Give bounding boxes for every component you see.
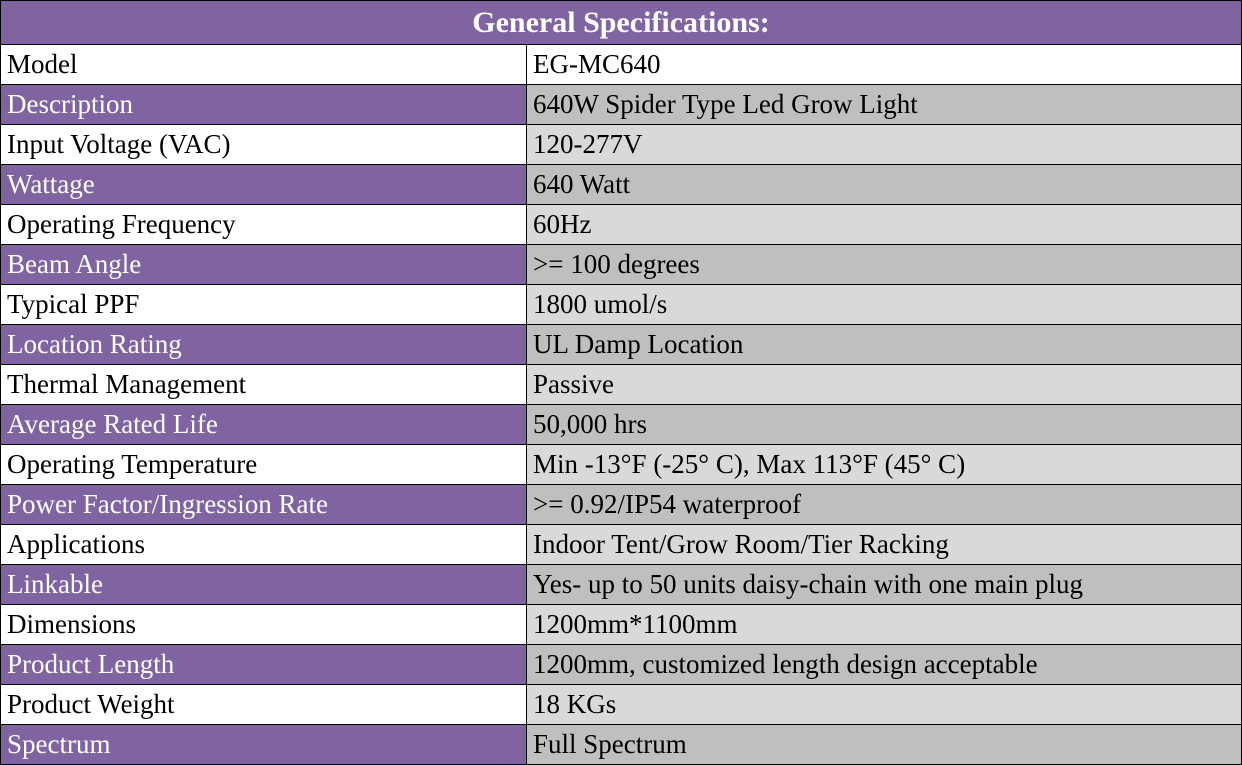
table-row: Operating Frequency 60Hz	[0, 204, 1242, 245]
spec-label: Spectrum	[0, 724, 527, 765]
spec-value: 120-277V	[526, 124, 1242, 165]
spec-label: Model	[0, 44, 527, 85]
table-title: General Specifications:	[0, 0, 1242, 45]
table-row: Beam Angle >= 100 degrees	[0, 244, 1242, 285]
spec-label: Average Rated Life	[0, 404, 527, 445]
table-row: Product Length 1200mm, customized length …	[0, 644, 1242, 685]
table-row: Product Weight 18 KGs	[0, 684, 1242, 725]
spec-value: 640 Watt	[526, 164, 1242, 205]
spec-value: Full Spectrum	[526, 724, 1242, 765]
table-row: Applications Indoor Tent/Grow Room/Tier R…	[0, 524, 1242, 565]
table-row: Model EG-MC640	[0, 44, 1242, 85]
spec-label: Typical PPF	[0, 284, 527, 325]
spec-label: Dimensions	[0, 604, 527, 645]
table-row: Input Voltage (VAC) 120-277V	[0, 124, 1242, 165]
table-row: Wattage 640 Watt	[0, 164, 1242, 205]
table-row: Power Factor/Ingression Rate >= 0.92/IP54…	[0, 484, 1242, 525]
table-row: Dimensions 1200mm*1100mm	[0, 604, 1242, 645]
spec-label: Thermal Management	[0, 364, 527, 405]
table-row: Thermal Management Passive	[0, 364, 1242, 405]
table-row: Average Rated Life 50,000 hrs	[0, 404, 1242, 445]
table-row: Spectrum Full Spectrum	[0, 724, 1242, 765]
spec-value: 640W Spider Type Led Grow Light	[526, 84, 1242, 125]
spec-label: Location Rating	[0, 324, 527, 365]
spec-label: Linkable	[0, 564, 527, 605]
spec-value: >= 0.92/IP54 waterproof	[526, 484, 1242, 525]
spec-value: >= 100 degrees	[526, 244, 1242, 285]
spec-label: Power Factor/Ingression Rate	[0, 484, 527, 525]
table-row: Linkable Yes- up to 50 units daisy-chain …	[0, 564, 1242, 605]
table-row: Typical PPF 1800 umol/s	[0, 284, 1242, 325]
spec-label: Input Voltage (VAC)	[0, 124, 527, 165]
spec-label: Wattage	[0, 164, 527, 205]
spec-label: Operating Frequency	[0, 204, 527, 245]
spec-value: 18 KGs	[526, 684, 1242, 725]
spec-label: Description	[0, 84, 527, 125]
spec-label: Beam Angle	[0, 244, 527, 285]
table-row: Description 640W Spider Type Led Grow Lig…	[0, 84, 1242, 125]
spec-value: Indoor Tent/Grow Room/Tier Racking	[526, 524, 1242, 565]
spec-value: 1800 umol/s	[526, 284, 1242, 325]
spec-value: Yes- up to 50 units daisy-chain with one…	[526, 564, 1242, 605]
spec-value: UL Damp Location	[526, 324, 1242, 365]
spec-value: 50,000 hrs	[526, 404, 1242, 445]
spec-value: 1200mm*1100mm	[526, 604, 1242, 645]
spec-value: Min -13°F (-25° C), Max 113°F (45° C)	[526, 444, 1242, 485]
table-row: Operating Temperature Min -13°F (-25° C),…	[0, 444, 1242, 485]
spec-value: Passive	[526, 364, 1242, 405]
spec-value: 60Hz	[526, 204, 1242, 245]
spec-label: Product Weight	[0, 684, 527, 725]
spec-label: Applications	[0, 524, 527, 565]
spec-value: 1200mm, customized length design accepta…	[526, 644, 1242, 685]
table-row: Location Rating UL Damp Location	[0, 324, 1242, 365]
spec-label: Operating Temperature	[0, 444, 527, 485]
spec-value: EG-MC640	[526, 44, 1242, 85]
spec-label: Product Length	[0, 644, 527, 685]
